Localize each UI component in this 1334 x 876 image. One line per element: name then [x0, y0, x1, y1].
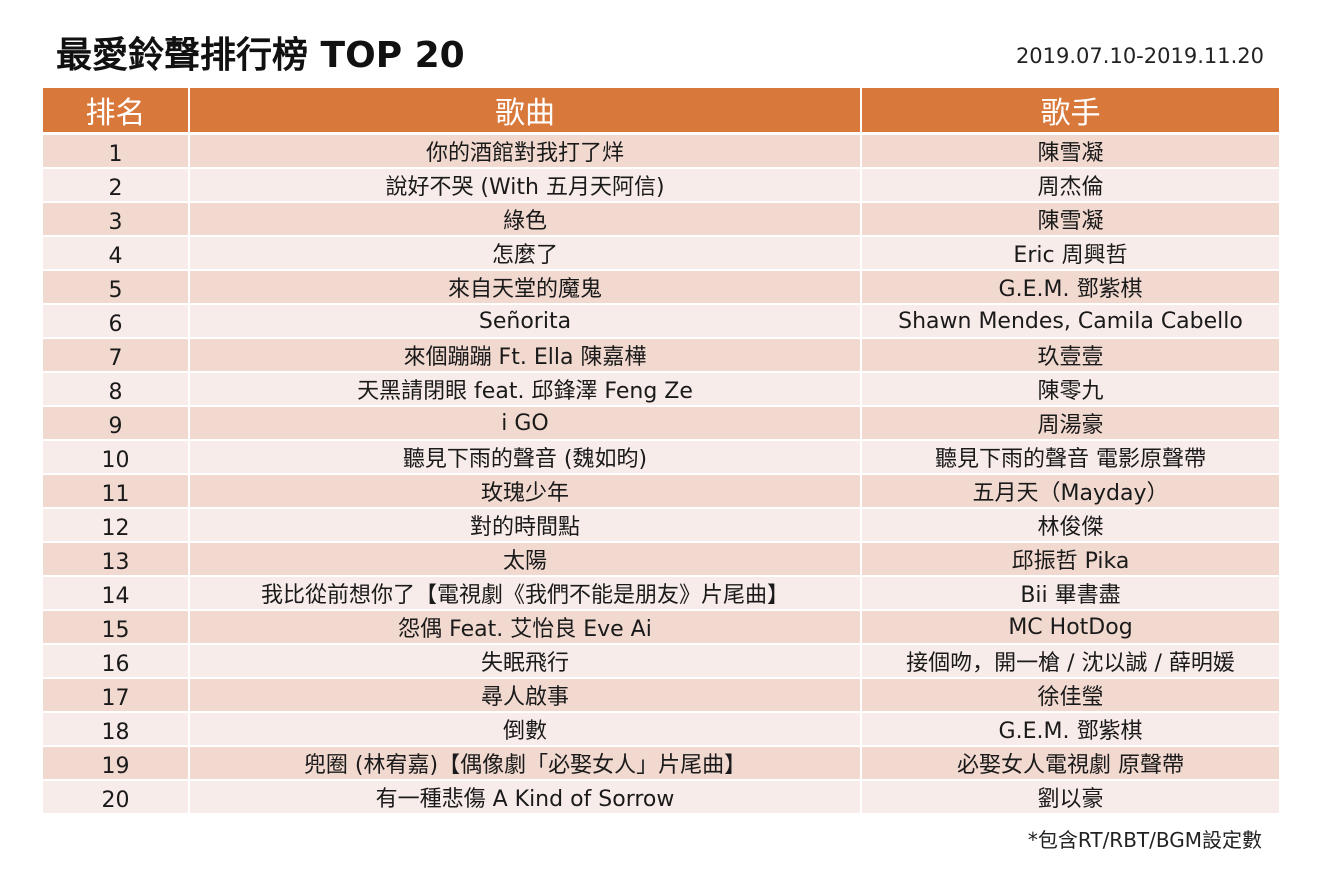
rank-cell: 19 [43, 747, 190, 781]
ranking-table: 排名 歌曲 歌手 1 你的酒館對我打了烊 陳雪凝 2 說好不哭 (With 五月天阿信)… [43, 88, 1279, 815]
table-row: 18 倒數 G.E.M. 鄧紫棋 [43, 713, 1279, 747]
artist-cell: 接個吻，開一槍 / 沈以誠 / 薛明媛 [862, 645, 1279, 679]
rank-cell: 2 [43, 169, 190, 203]
song-cell: 怨偶 Feat. 艾怡良 Eve Ai [190, 611, 862, 645]
rank-cell: 13 [43, 543, 190, 577]
table-row: 7 來個蹦蹦 Ft. Ella 陳嘉樺 玖壹壹 [43, 339, 1279, 373]
song-cell: Señorita [190, 305, 862, 339]
rank-cell: 17 [43, 679, 190, 713]
column-header-song: 歌曲 [190, 88, 862, 135]
song-cell: 說好不哭 (With 五月天阿信) [190, 169, 862, 203]
song-cell: 來自天堂的魔鬼 [190, 271, 862, 305]
rank-cell: 15 [43, 611, 190, 645]
artist-cell: G.E.M. 鄧紫棋 [862, 713, 1279, 747]
artist-cell: 陳雪凝 [862, 203, 1279, 237]
table-row: 2 說好不哭 (With 五月天阿信) 周杰倫 [43, 169, 1279, 203]
rank-cell: 10 [43, 441, 190, 475]
table-row: 3 綠色 陳雪凝 [43, 203, 1279, 237]
song-cell: 倒數 [190, 713, 862, 747]
rank-cell: 3 [43, 203, 190, 237]
rank-cell: 20 [43, 781, 190, 815]
song-cell: 兜圈 (林宥嘉)【偶像劇「必娶女人」片尾曲】 [190, 747, 862, 781]
song-cell: 失眠飛行 [190, 645, 862, 679]
artist-cell: 玖壹壹 [862, 339, 1279, 373]
song-cell: i GO [190, 407, 862, 441]
song-cell: 對的時間點 [190, 509, 862, 543]
song-cell: 玫瑰少年 [190, 475, 862, 509]
column-header-artist: 歌手 [862, 88, 1279, 135]
song-cell: 有一種悲傷 A Kind of Sorrow [190, 781, 862, 815]
song-cell: 怎麼了 [190, 237, 862, 271]
song-cell: 你的酒館對我打了烊 [190, 135, 862, 169]
song-cell: 來個蹦蹦 Ft. Ella 陳嘉樺 [190, 339, 862, 373]
artist-cell: 劉以豪 [862, 781, 1279, 815]
artist-cell: 陳零九 [862, 373, 1279, 407]
rank-cell: 18 [43, 713, 190, 747]
artist-cell: 邱振哲 Pika [862, 543, 1279, 577]
artist-cell: 陳雪凝 [862, 135, 1279, 169]
table-row: 12 對的時間點 林俊傑 [43, 509, 1279, 543]
table-row: 13 太陽 邱振哲 Pika [43, 543, 1279, 577]
rank-cell: 16 [43, 645, 190, 679]
song-cell: 天黑請閉眼 feat. 邱鋒澤 Feng Ze [190, 373, 862, 407]
song-cell: 太陽 [190, 543, 862, 577]
artist-cell: 徐佳瑩 [862, 679, 1279, 713]
table-row: 6 Señorita Shawn Mendes, Camila Cabello [43, 305, 1279, 339]
table-header-row: 排名 歌曲 歌手 [43, 88, 1279, 135]
rank-cell: 6 [43, 305, 190, 339]
artist-cell: 周湯豪 [862, 407, 1279, 441]
artist-cell: 林俊傑 [862, 509, 1279, 543]
song-cell: 綠色 [190, 203, 862, 237]
table-body: 1 你的酒館對我打了烊 陳雪凝 2 說好不哭 (With 五月天阿信) 周杰倫 3 綠色 陳雪凝… [43, 135, 1279, 815]
date-range: 2019.07.10-2019.11.20 [1015, 44, 1264, 68]
rank-cell: 14 [43, 577, 190, 611]
artist-cell: G.E.M. 鄧紫棋 [862, 271, 1279, 305]
song-cell: 尋人啟事 [190, 679, 862, 713]
artist-cell: 五月天（Mayday） [862, 475, 1279, 509]
table-row: 17 尋人啟事 徐佳瑩 [43, 679, 1279, 713]
rank-cell: 12 [43, 509, 190, 543]
rank-cell: 4 [43, 237, 190, 271]
table-row: 1 你的酒館對我打了烊 陳雪凝 [43, 135, 1279, 169]
rank-cell: 7 [43, 339, 190, 373]
artist-cell: Eric 周興哲 [862, 237, 1279, 271]
artist-cell: Bii 畢書盡 [862, 577, 1279, 611]
page-title: 最愛鈴聲排行榜 TOP 20 [56, 35, 465, 76]
artist-cell: MC HotDog [862, 611, 1279, 645]
artist-cell: 周杰倫 [862, 169, 1279, 203]
column-header-rank: 排名 [43, 88, 190, 135]
rank-cell: 11 [43, 475, 190, 509]
artist-cell: Shawn Mendes, Camila Cabello [862, 305, 1279, 339]
rank-cell: 8 [43, 373, 190, 407]
table-row: 10 聽見下雨的聲音 (魏如昀) 聽見下雨的聲音 電影原聲帶 [43, 441, 1279, 475]
song-cell: 聽見下雨的聲音 (魏如昀) [190, 441, 862, 475]
artist-cell: 聽見下雨的聲音 電影原聲帶 [862, 441, 1279, 475]
table-row: 20 有一種悲傷 A Kind of Sorrow 劉以豪 [43, 781, 1279, 815]
table-row: 4 怎麼了 Eric 周興哲 [43, 237, 1279, 271]
rank-cell: 1 [43, 135, 190, 169]
table-row: 19 兜圈 (林宥嘉)【偶像劇「必娶女人」片尾曲】 必娶女人電視劇 原聲帶 [43, 747, 1279, 781]
song-cell: 我比從前想你了【電視劇《我們不能是朋友》片尾曲】 [190, 577, 862, 611]
rank-cell: 5 [43, 271, 190, 305]
table-row: 8 天黑請閉眼 feat. 邱鋒澤 Feng Ze 陳零九 [43, 373, 1279, 407]
footnote: *包含RT/RBT/BGM設定數 [1027, 828, 1262, 852]
artist-cell: 必娶女人電視劇 原聲帶 [862, 747, 1279, 781]
table-row: 16 失眠飛行 接個吻，開一槍 / 沈以誠 / 薛明媛 [43, 645, 1279, 679]
table-row: 5 來自天堂的魔鬼 G.E.M. 鄧紫棋 [43, 271, 1279, 305]
table-row: 11 玫瑰少年 五月天（Mayday） [43, 475, 1279, 509]
table-row: 15 怨偶 Feat. 艾怡良 Eve Ai MC HotDog [43, 611, 1279, 645]
table-row: 14 我比從前想你了【電視劇《我們不能是朋友》片尾曲】 Bii 畢書盡 [43, 577, 1279, 611]
rank-cell: 9 [43, 407, 190, 441]
